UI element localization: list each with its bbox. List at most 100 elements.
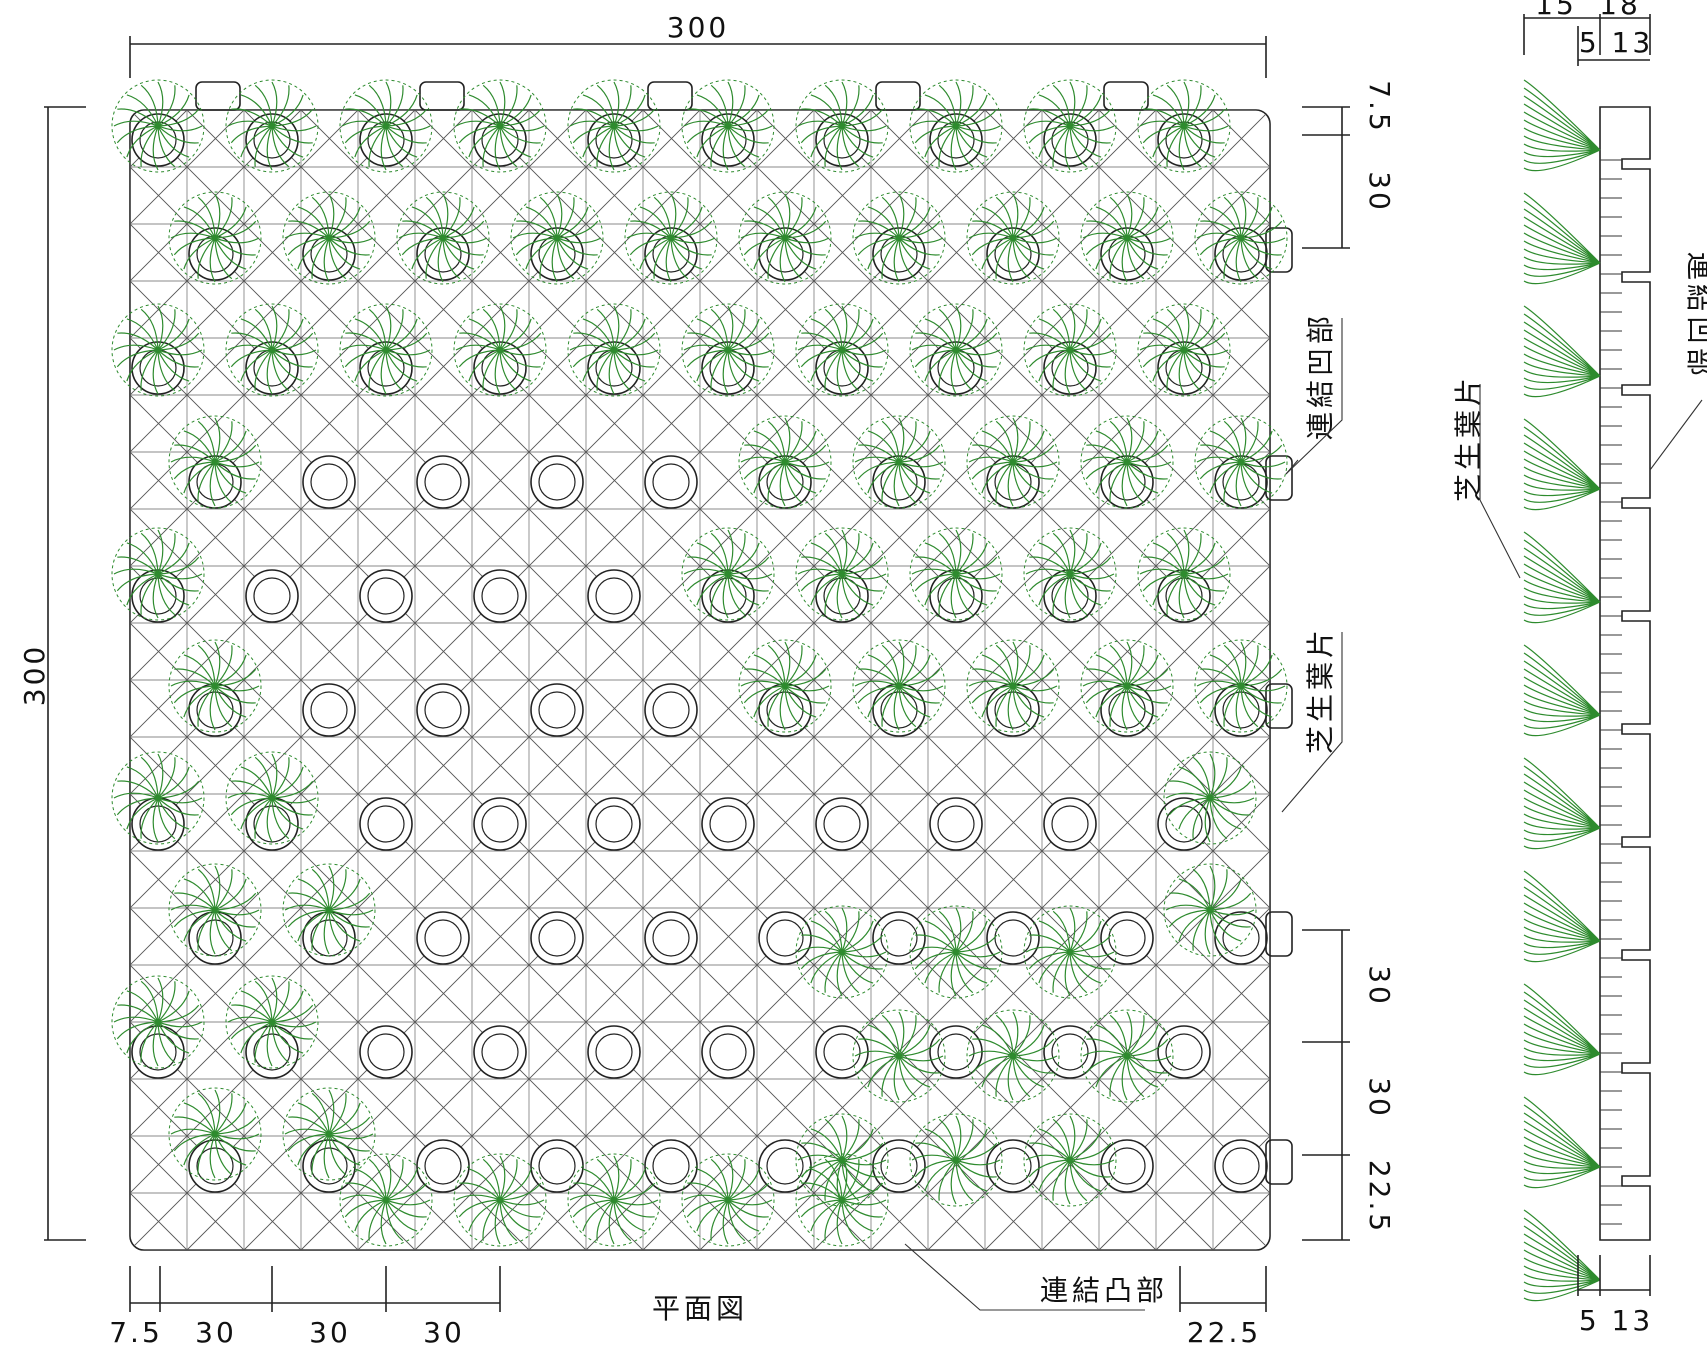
side-grass-fan xyxy=(1523,192,1601,285)
dim-bottom-3: 30 xyxy=(309,1316,351,1345)
dim-bottom-1: 7.5 xyxy=(109,1316,163,1345)
grass-tuft xyxy=(852,191,946,285)
dim-right-bottom-1: 30 xyxy=(1363,965,1396,1007)
grass-tuft xyxy=(1023,1113,1117,1207)
grass-tuft xyxy=(225,303,319,397)
tile-cell xyxy=(815,1025,869,1079)
grass-tuft xyxy=(909,1113,1003,1207)
grass-tuft xyxy=(966,415,1060,509)
grass-tuft xyxy=(1194,415,1288,509)
grass-tuft xyxy=(1080,415,1174,509)
tile-cell xyxy=(1100,1139,1154,1193)
tile-cell xyxy=(986,911,1040,965)
side-dim-18: 18 xyxy=(1599,0,1641,21)
dim-bottom-4: 30 xyxy=(423,1316,465,1345)
grass-tuft xyxy=(168,191,262,285)
tile-cell xyxy=(644,683,698,737)
tile-cell xyxy=(1157,1025,1211,1079)
grass-tuft xyxy=(1163,863,1257,957)
grass-tuft xyxy=(111,975,205,1069)
grass-tuft xyxy=(339,303,433,397)
grass-tuft xyxy=(795,905,889,999)
grass-tuft xyxy=(111,751,205,845)
tile-cell xyxy=(758,1139,812,1193)
grass-tuft xyxy=(282,191,376,285)
grass-tuft xyxy=(795,527,889,621)
grass-tuft xyxy=(111,303,205,397)
plan-view xyxy=(111,79,1293,1251)
tile-cell xyxy=(416,455,470,509)
grass-tuft xyxy=(852,1009,946,1103)
grass-tuft xyxy=(225,975,319,1069)
tile-cell xyxy=(302,1139,356,1193)
grass-tuft xyxy=(681,1153,775,1247)
dimension-lines: 300 300 7.5 30 30 30 22.5 7.5 30 30 30 xyxy=(18,11,1396,1345)
grass-tuft xyxy=(852,415,946,509)
side-grass-fan xyxy=(1523,757,1601,850)
tile-cell xyxy=(758,911,812,965)
svg-text:連結凸部: 連結凸部 xyxy=(1040,1274,1168,1307)
grass-tuft xyxy=(1080,1009,1174,1103)
svg-text:芝生葉片: 芝生葉片 xyxy=(1304,626,1337,754)
tile-cell xyxy=(872,227,926,281)
tile-cell xyxy=(245,1025,299,1079)
tile-lattice xyxy=(130,110,1270,1250)
dim-right-bottom-2: 30 xyxy=(1363,1077,1396,1119)
label-convex: 連結凸部 xyxy=(904,1243,1168,1311)
tile-cell xyxy=(1043,1025,1097,1079)
side-profile-ribs xyxy=(1600,159,1622,1225)
tile-cell xyxy=(587,569,641,623)
tile-cell xyxy=(473,341,527,395)
grass-tuft xyxy=(510,191,604,285)
tile-cell xyxy=(245,797,299,851)
tile-cell xyxy=(359,341,413,395)
tile-cell xyxy=(359,797,413,851)
grass-tuft xyxy=(1194,639,1288,733)
top-connector-tab xyxy=(195,81,241,111)
tile-cell xyxy=(1043,569,1097,623)
grass-tuft xyxy=(567,79,661,173)
grid-lines xyxy=(130,110,1270,1250)
grass-tuft xyxy=(1023,905,1117,999)
tile-cell xyxy=(644,1139,698,1193)
grass-tuft xyxy=(168,415,262,509)
grass-tuft xyxy=(453,1153,547,1247)
grass-tuft xyxy=(1194,191,1288,285)
grass-tuft xyxy=(339,79,433,173)
tile-cell xyxy=(872,1139,926,1193)
tile-cell xyxy=(302,455,356,509)
svg-text:連結凹部: 連結凹部 xyxy=(1683,252,1707,380)
grass-tuft xyxy=(738,415,832,509)
grass-tuft xyxy=(567,303,661,397)
grass-tuft xyxy=(1080,191,1174,285)
tile-cell xyxy=(530,911,584,965)
tile-cell xyxy=(416,683,470,737)
tile-cell xyxy=(131,1025,185,1079)
grass-tuft xyxy=(681,303,775,397)
tile-cell xyxy=(416,911,470,965)
right-connector-tab xyxy=(1265,683,1293,729)
tile-cells xyxy=(131,113,1268,1193)
grass-tuft xyxy=(168,639,262,733)
tile-cell xyxy=(929,341,983,395)
grass-tuft xyxy=(909,905,1003,999)
grass-tuft xyxy=(1163,751,1257,845)
right-connector-tab xyxy=(1265,911,1293,957)
side-grass-fan xyxy=(1523,870,1601,963)
side-grass xyxy=(1523,79,1601,1302)
grass-tuft xyxy=(168,863,262,957)
tile-cell xyxy=(644,911,698,965)
side-grass-fan xyxy=(1523,983,1601,1076)
tile-cell xyxy=(701,797,755,851)
grass-tuft xyxy=(1023,527,1117,621)
label-concave: 連結凹部 xyxy=(1285,312,1343,475)
right-connector-tab xyxy=(1265,1139,1293,1185)
side-dim-5-13-top: 5 13 xyxy=(1579,26,1653,59)
grass-tufts xyxy=(111,79,1288,1247)
grass-tuft xyxy=(852,639,946,733)
tile-cell xyxy=(587,341,641,395)
grass-tuft xyxy=(111,79,205,173)
grass-tuft xyxy=(1023,303,1117,397)
grass-tuft xyxy=(1137,79,1231,173)
